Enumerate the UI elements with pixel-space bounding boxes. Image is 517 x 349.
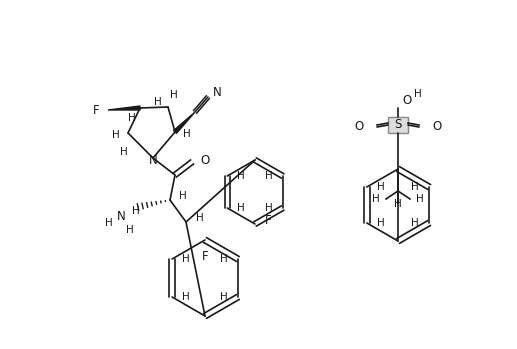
Text: H: H [237,171,245,181]
Bar [388,117,408,133]
Polygon shape [108,106,140,110]
Text: H: H [265,171,272,181]
Text: O: O [432,120,441,134]
Text: F: F [202,250,208,263]
Text: N: N [213,86,222,98]
Text: H: H [412,218,419,228]
Polygon shape [174,112,195,133]
Text: H: H [183,129,191,139]
Text: H: H [196,213,204,223]
Text: H: H [179,191,187,201]
Text: H: H [170,90,178,100]
Text: H: H [265,203,272,213]
Text: H: H [128,113,136,123]
Text: H: H [412,182,419,192]
Text: F: F [265,214,271,227]
Text: H: H [220,292,228,302]
Text: H: H [154,97,162,107]
Text: H: H [394,199,402,209]
Text: H: H [372,194,380,204]
Text: H: H [126,225,134,235]
Text: N: N [148,154,157,166]
Text: H: H [414,89,422,99]
Text: H: H [112,130,120,140]
Text: N: N [117,209,126,223]
Text: H: H [132,206,140,216]
Text: H: H [237,203,245,213]
Text: H: H [377,218,385,228]
Text: H: H [220,254,228,264]
Text: F: F [94,104,100,117]
Text: S: S [394,119,402,132]
Text: H: H [182,292,190,302]
Text: H: H [105,218,113,228]
Text: H: H [182,254,190,264]
Text: H: H [416,194,424,204]
Text: O: O [402,95,411,107]
Text: O: O [355,120,364,134]
Text: O: O [200,154,209,166]
Text: H: H [377,182,385,192]
Text: H: H [120,147,128,157]
